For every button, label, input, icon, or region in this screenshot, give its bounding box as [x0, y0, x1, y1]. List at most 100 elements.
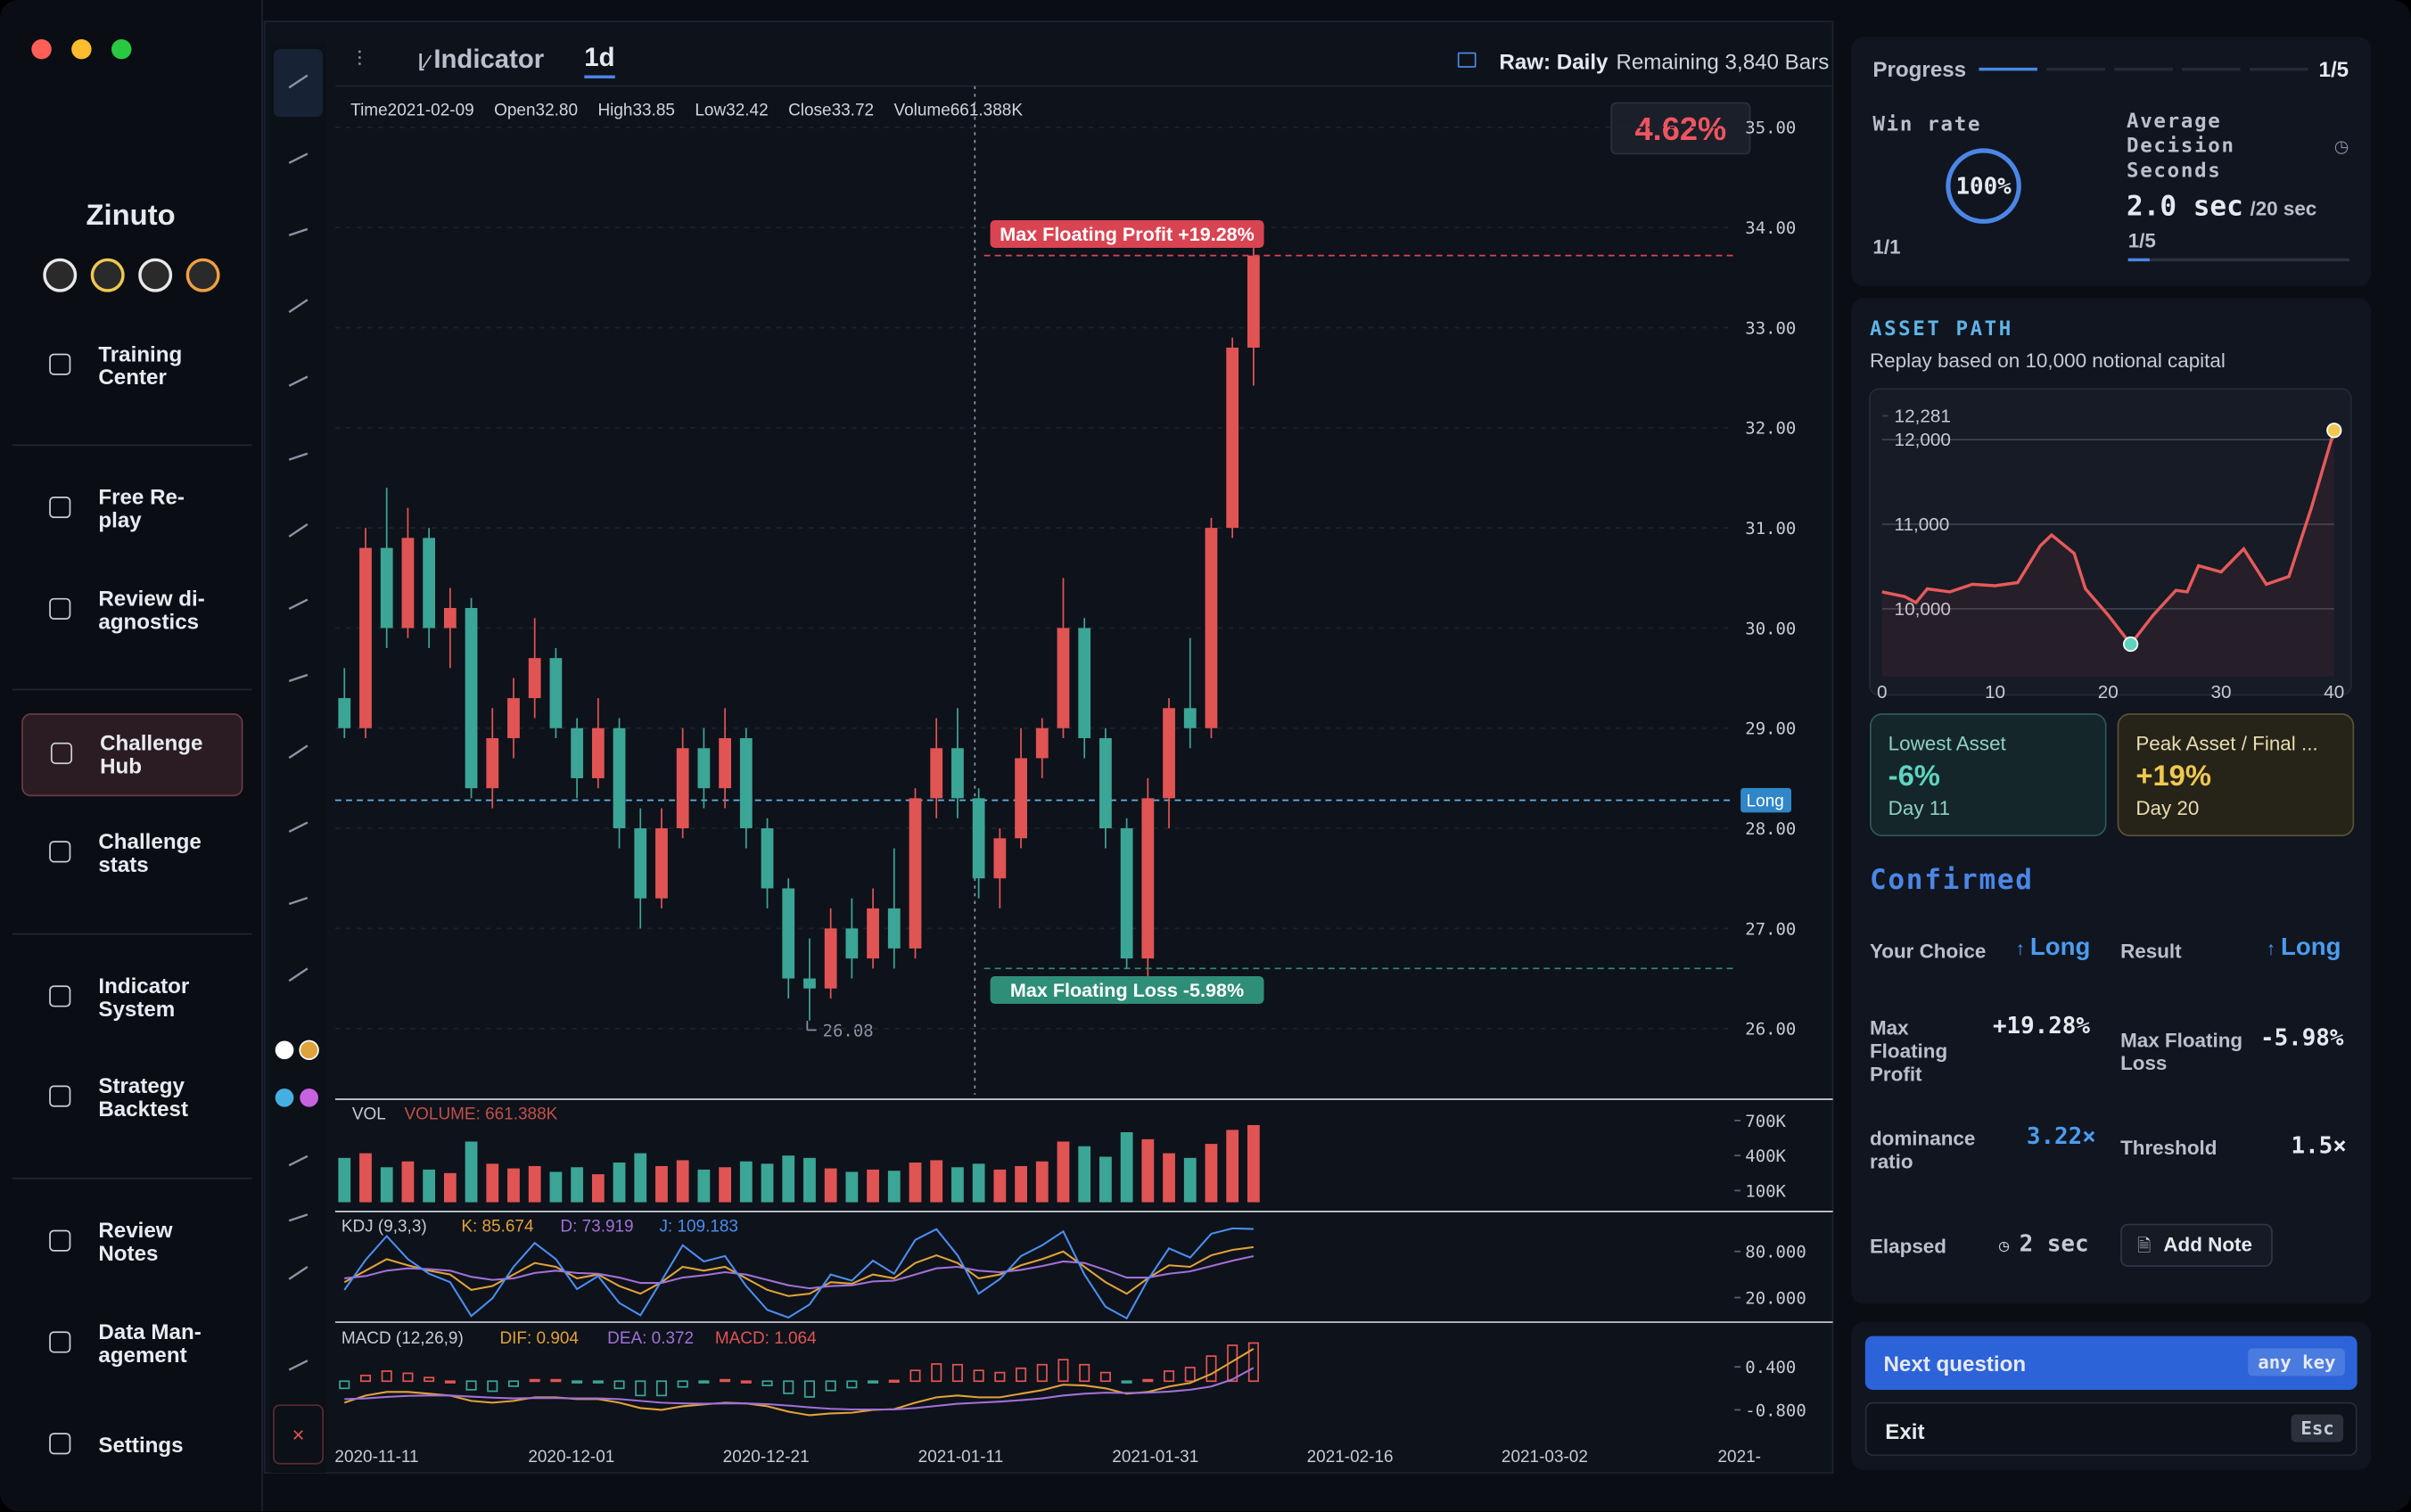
color-dot[interactable] [300, 1088, 318, 1107]
mode: Raw: Daily [1499, 49, 1609, 74]
progress-label: Progress [1872, 56, 1967, 82]
candle-body [824, 928, 837, 989]
legend-entry: MACD: 1.064 [715, 1329, 817, 1348]
ohlc-value: 33.85 [632, 101, 675, 120]
ohlc-item: High33.85 [597, 102, 674, 120]
candle-body [655, 828, 668, 899]
y-tick-label: 29.00 [1745, 719, 1796, 739]
tool-icon [288, 152, 309, 164]
y-tick-label: 80.000 [1745, 1243, 1806, 1262]
indicator-line [343, 1348, 1255, 1417]
candle-body [993, 838, 1007, 879]
indicator-label: Indicator [433, 45, 545, 74]
nav-item[interactable]: Indicator System [21, 957, 240, 1038]
candle-body [507, 698, 520, 738]
volume-bar [507, 1168, 520, 1203]
color-dot[interactable] [275, 1040, 294, 1060]
confirmed: Confirmed [1869, 864, 2034, 897]
volume-bar [930, 1160, 943, 1203]
close-dot[interactable] [31, 38, 52, 60]
avg-count: 1/5 [2127, 228, 2156, 252]
candle-body [1226, 347, 1239, 529]
volume-bar [443, 1172, 457, 1203]
volume-bar [486, 1163, 499, 1203]
nav-icon [49, 597, 71, 620]
badge [138, 258, 173, 292]
macd-bar [592, 1380, 604, 1384]
badge [90, 258, 125, 292]
candle-body [887, 908, 901, 949]
add-note-button[interactable]: 🗎 Add Note [2120, 1223, 2273, 1267]
nav-item[interactable]: Training Center [21, 326, 240, 407]
macd-bar [655, 1380, 667, 1397]
volume-bar [380, 1167, 393, 1203]
volume-bar [549, 1171, 563, 1203]
candle-body [867, 908, 879, 959]
delete-tool[interactable] [273, 1404, 325, 1465]
macd-bar [572, 1380, 583, 1384]
volume-bar [1205, 1144, 1218, 1203]
nav-label: Challenge Hub [100, 731, 202, 778]
indicator-line [344, 1254, 1255, 1290]
mfl: -5.98% [2260, 1023, 2344, 1052]
candle-body [634, 828, 647, 899]
y-tick-label: 28.00 [1745, 819, 1796, 839]
nav-item[interactable]: Challenge stats [21, 813, 240, 893]
volume-bar [1099, 1156, 1112, 1203]
macd-bar [1036, 1363, 1048, 1383]
tool-icon [288, 227, 309, 236]
x-tick-label: 2020-11-11 [334, 1448, 418, 1467]
nav-label: Training Center [98, 342, 182, 390]
nav-item[interactable]: Review Notes [21, 1203, 240, 1283]
x-tick-label: 2021-02-16 [1307, 1448, 1394, 1467]
macd-bar [720, 1378, 731, 1383]
nav-item[interactable]: Data Man-agement [21, 1303, 240, 1384]
nav-item[interactable]: Challenge Hub [21, 713, 243, 797]
change-box [1610, 102, 1751, 155]
y-tick-label: 32.00 [1745, 419, 1796, 439]
volume-bar [1057, 1141, 1070, 1203]
peak-card: Peak Asset / Final ... +19% Day 20 [2117, 713, 2355, 837]
divider [12, 444, 252, 447]
exit-button[interactable]: Exit Esc [1864, 1401, 2358, 1457]
indicator-button[interactable]: ⌊⁄ Indicator [418, 45, 545, 74]
nav-icon [49, 353, 71, 375]
result: ↑ Long [2266, 934, 2341, 961]
nav-line: play [98, 507, 142, 532]
divider [12, 933, 252, 935]
color-dot[interactable] [275, 1088, 294, 1107]
macd-bar [973, 1369, 984, 1383]
ohlc-label: Close [788, 101, 832, 120]
ohlc-value: 2021-02-09 [387, 101, 474, 120]
nav-icon [49, 1085, 71, 1107]
min-dot[interactable] [71, 38, 92, 60]
macd-bar [1057, 1359, 1069, 1383]
x-tick-label: 2020-12-01 [528, 1448, 614, 1467]
candle-body [486, 737, 499, 789]
macd-bar [783, 1380, 794, 1394]
nav-line: Challenge [98, 828, 202, 854]
macd-bar [951, 1363, 963, 1383]
nav-icon [49, 497, 71, 519]
low-label: 26.08 [823, 1021, 874, 1040]
macd-bar [846, 1380, 858, 1389]
candle-body [423, 538, 436, 629]
volume-bar [909, 1163, 922, 1203]
nav-item[interactable]: Settings [21, 1405, 240, 1485]
avg-value: 2.0 sec [2126, 190, 2243, 224]
nav-item[interactable]: Strategy Backtest [21, 1057, 240, 1138]
nav-item[interactable]: Free Re-play [21, 469, 240, 549]
thr: 1.5× [2291, 1131, 2347, 1160]
ohlc-value: 33.72 [831, 101, 875, 120]
next-button[interactable]: Next question any key [1864, 1335, 2358, 1390]
y-tick-label: 26.00 [1745, 1020, 1796, 1040]
color-dot[interactable] [299, 1040, 319, 1061]
win-count: 1/1 [1872, 234, 1901, 259]
nav-item[interactable]: Review di-agnostics [21, 571, 240, 651]
candle-body [1078, 628, 1091, 738]
interval[interactable]: 1d [584, 43, 615, 78]
x-tick-label: 30 [2211, 682, 2232, 703]
candle-body [1120, 828, 1133, 959]
candle-body [571, 727, 584, 778]
max-dot[interactable] [111, 38, 132, 60]
